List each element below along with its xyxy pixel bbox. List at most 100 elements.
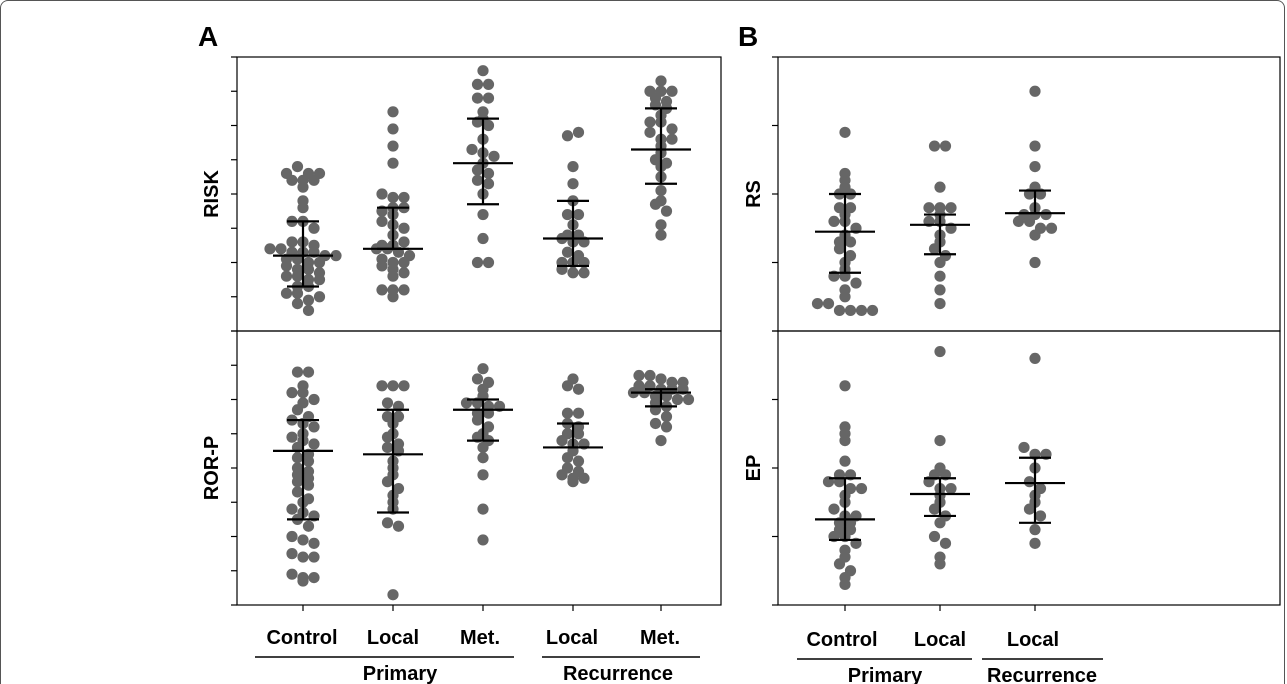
data-point bbox=[302, 479, 315, 491]
data-point bbox=[477, 441, 489, 454]
data-point bbox=[649, 198, 662, 210]
data-point bbox=[561, 407, 574, 419]
data-point bbox=[387, 191, 399, 204]
data-point bbox=[291, 486, 304, 498]
category-label-control: Control bbox=[266, 627, 337, 649]
data-point bbox=[1023, 215, 1036, 227]
ylabel-rs: RS bbox=[743, 180, 765, 208]
data-point bbox=[264, 243, 276, 255]
data-point bbox=[561, 208, 574, 221]
data-point bbox=[477, 208, 489, 221]
data-point bbox=[567, 161, 579, 173]
data-point bbox=[291, 270, 304, 282]
data-point bbox=[578, 267, 590, 279]
data-point bbox=[923, 202, 935, 214]
data-point bbox=[928, 140, 941, 152]
group-label-recurrence-b: Recurrence bbox=[987, 665, 1097, 684]
data-point bbox=[482, 167, 495, 180]
data-point bbox=[561, 452, 574, 464]
data-point bbox=[1029, 352, 1041, 364]
data-point bbox=[297, 387, 309, 399]
data-point bbox=[297, 551, 309, 563]
data-point bbox=[934, 517, 946, 529]
data-point bbox=[308, 537, 320, 549]
data-point bbox=[286, 530, 298, 543]
data-point bbox=[286, 236, 298, 248]
data-point bbox=[471, 92, 484, 104]
data-point bbox=[291, 476, 304, 488]
data-point bbox=[855, 304, 868, 317]
data-point bbox=[649, 417, 662, 430]
data-point bbox=[655, 219, 667, 231]
data-point bbox=[280, 260, 293, 272]
data-point bbox=[313, 274, 326, 286]
data-point bbox=[308, 438, 320, 450]
data-point bbox=[398, 256, 410, 269]
data-point bbox=[376, 284, 388, 296]
data-point bbox=[1018, 441, 1030, 454]
data-point bbox=[1029, 140, 1041, 152]
data-point bbox=[833, 304, 846, 317]
data-point bbox=[376, 188, 388, 200]
data-point bbox=[1029, 256, 1041, 269]
data-point bbox=[839, 291, 851, 303]
data-point bbox=[302, 366, 315, 378]
data-point bbox=[572, 455, 585, 467]
group-label-primary-b: Primary bbox=[848, 665, 923, 684]
data-point bbox=[666, 85, 678, 97]
data-point bbox=[1029, 85, 1041, 97]
category-label-local-b: Local bbox=[914, 629, 966, 651]
panel-b-bottom-frame bbox=[777, 330, 1281, 606]
data-point bbox=[291, 452, 304, 464]
data-point bbox=[297, 534, 309, 546]
data-point bbox=[561, 246, 574, 258]
data-point bbox=[387, 291, 399, 303]
data-point bbox=[308, 393, 320, 406]
data-point bbox=[308, 572, 320, 584]
data-point bbox=[1023, 476, 1036, 488]
data-point bbox=[1012, 215, 1025, 227]
ylabel-rorp: ROR-P bbox=[201, 436, 223, 500]
data-point bbox=[660, 411, 673, 423]
data-point bbox=[291, 161, 304, 173]
data-point bbox=[308, 551, 320, 563]
data-point bbox=[572, 126, 585, 138]
data-point bbox=[302, 520, 315, 532]
data-point bbox=[308, 421, 320, 433]
data-point bbox=[572, 383, 585, 395]
data-point bbox=[286, 548, 298, 560]
ylabel-risk: RISK bbox=[201, 170, 223, 218]
data-point bbox=[934, 435, 946, 447]
data-point bbox=[839, 126, 851, 138]
category-label-local: Local bbox=[367, 627, 419, 649]
data-point bbox=[387, 380, 399, 392]
data-point bbox=[945, 482, 957, 495]
data-point bbox=[387, 123, 399, 135]
data-point bbox=[572, 208, 585, 221]
data-point bbox=[1040, 208, 1052, 221]
data-point bbox=[655, 373, 667, 385]
data-point bbox=[855, 482, 868, 495]
data-point bbox=[291, 298, 304, 310]
data-point bbox=[934, 345, 946, 358]
group-label-recurrence-a: Recurrence bbox=[563, 663, 673, 684]
category-label-local-recurrence-b: Local bbox=[1007, 629, 1059, 651]
data-point bbox=[275, 243, 287, 255]
data-point bbox=[556, 435, 568, 447]
data-point bbox=[471, 174, 484, 186]
data-point bbox=[844, 236, 857, 248]
data-point bbox=[291, 366, 304, 378]
data-point bbox=[488, 150, 500, 162]
data-point bbox=[833, 558, 846, 570]
data-point bbox=[297, 575, 309, 587]
data-point bbox=[928, 503, 941, 515]
data-point bbox=[939, 140, 952, 152]
data-point bbox=[471, 256, 484, 269]
data-point bbox=[286, 174, 298, 186]
data-point bbox=[471, 373, 484, 385]
data-point bbox=[286, 503, 298, 515]
data-point bbox=[482, 78, 495, 90]
data-point bbox=[934, 284, 946, 296]
data-point bbox=[671, 393, 684, 406]
data-point bbox=[567, 267, 579, 279]
